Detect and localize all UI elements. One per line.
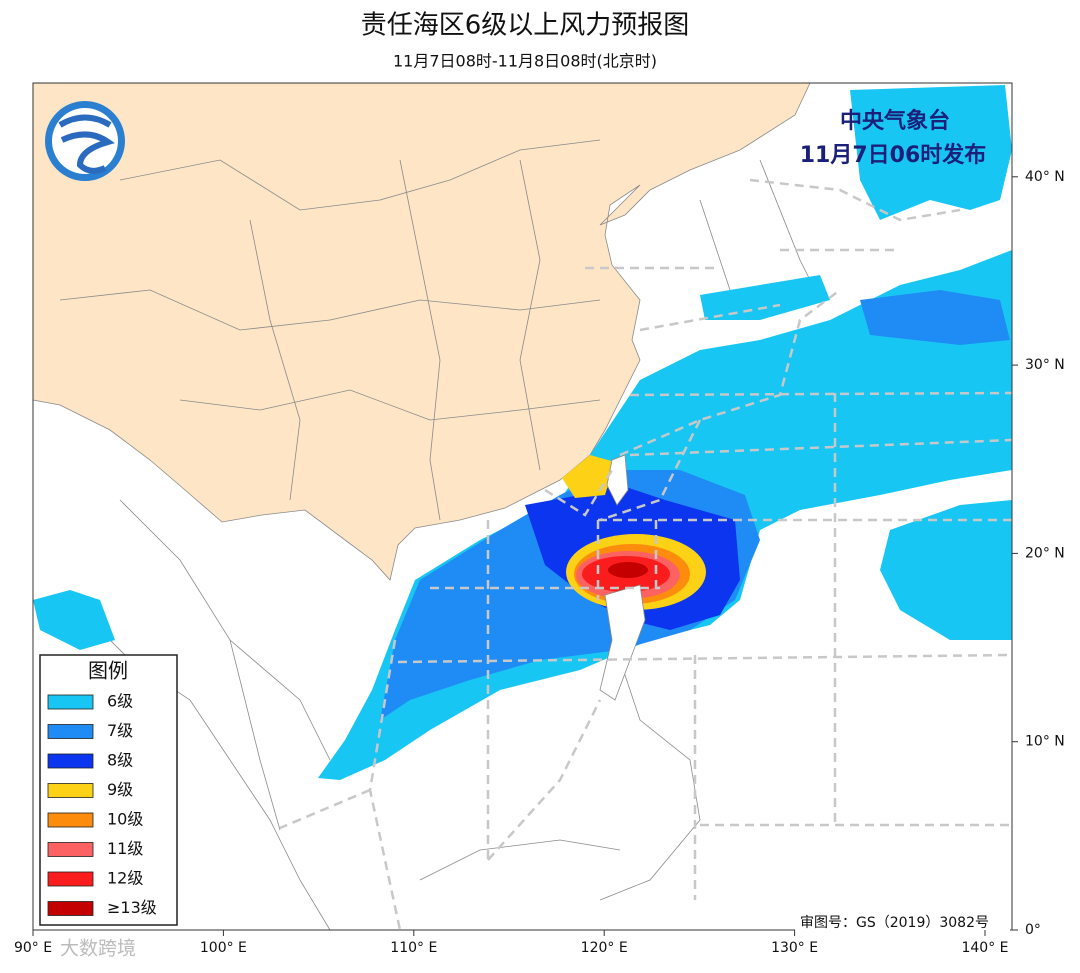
- lat-label: 20° N: [1025, 545, 1065, 561]
- lat-label: 10° N: [1025, 734, 1065, 750]
- legend-label: 6级: [107, 692, 133, 711]
- watermark: 大数跨境: [60, 938, 136, 960]
- lon-label: 110° E: [390, 940, 437, 956]
- lat-label: 0°: [1025, 922, 1041, 938]
- lat-label: 40° N: [1025, 169, 1065, 185]
- legend-label: 9级: [107, 780, 133, 799]
- wind-area: [33, 590, 115, 650]
- legend-label: 10级: [107, 810, 143, 829]
- luzon: [599, 584, 646, 701]
- legend-swatch: [47, 871, 94, 887]
- lat-label: 30° N: [1025, 357, 1065, 373]
- logo: [45, 101, 125, 181]
- wind-area: [700, 275, 830, 320]
- approval: 审图号：GS（2019）3082号: [800, 915, 989, 931]
- legend-swatch: [47, 783, 94, 798]
- china-land: [32, 82, 811, 581]
- legend-label: ≥13级: [107, 898, 157, 917]
- lon-label: 140° E: [961, 940, 1008, 956]
- wind-area: [860, 290, 1010, 345]
- legend-swatch: [47, 901, 94, 916]
- lon-label: 90° E: [14, 940, 52, 956]
- approval-bg: [795, 912, 1010, 932]
- map-area: [32, 82, 1013, 931]
- legend-title: 图例: [88, 659, 128, 683]
- legend-swatch: [47, 842, 94, 857]
- lon-label: 130° E: [771, 940, 818, 956]
- lon-label: 120° E: [581, 940, 628, 956]
- legend: 图例 6级 7级 8级 9级 10级 11级 12级 ≥13级: [39, 654, 178, 926]
- lon-label: 100° E: [200, 940, 247, 956]
- issuer-name: 中央气象台: [840, 108, 950, 134]
- wind-area: [850, 85, 1012, 220]
- legend-label: 12级: [107, 869, 143, 888]
- legend-swatch: [47, 753, 94, 769]
- legend-label: 11级: [107, 839, 143, 858]
- legend-label: 7级: [107, 721, 133, 740]
- legend-swatch: [47, 694, 94, 710]
- map-frame: [32, 82, 1013, 931]
- logo-inner: [52, 108, 118, 174]
- legend-label: 8级: [107, 751, 133, 770]
- legend-swatch: [47, 812, 94, 828]
- subtitle: 11月7日08时-11月8日08时(北京时): [393, 52, 657, 71]
- taiwan: [606, 454, 629, 506]
- legend-swatch: [47, 724, 94, 739]
- wind-area: [608, 562, 648, 578]
- title: 责任海区6级以上风力预报图: [361, 11, 690, 41]
- wind-area: [880, 500, 1012, 640]
- logo-mark: [58, 114, 115, 174]
- sea-zone-lines: [279, 178, 1013, 931]
- issuer-time: 11月7日06时发布: [800, 142, 987, 168]
